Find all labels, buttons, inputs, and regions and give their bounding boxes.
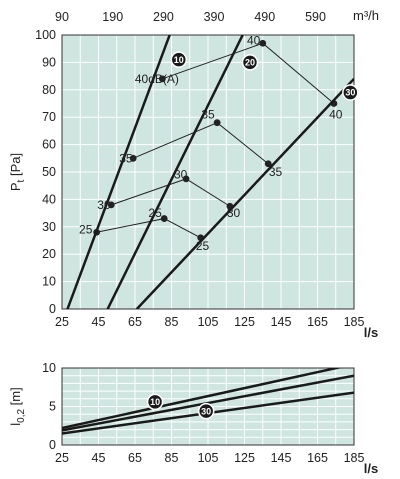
- series-badge: [146, 393, 164, 411]
- x-axis-label: l/s: [364, 325, 378, 340]
- y-axis-label-main: l: [8, 423, 23, 426]
- x-tick-label: 85: [165, 315, 179, 329]
- y-tick-label: 5: [49, 400, 56, 414]
- y-tick-label: 80: [42, 83, 56, 97]
- series-line: [62, 368, 343, 430]
- x2-tick-label: 590: [305, 10, 326, 24]
- sound-point: [160, 215, 168, 222]
- y-tick-label: 0: [49, 302, 56, 316]
- x-tick-label: 105: [198, 315, 219, 329]
- x-tick-label: 65: [128, 451, 142, 465]
- series-line: [66, 35, 171, 309]
- sound-label: 35: [201, 107, 215, 121]
- y-tick-label: 40: [42, 192, 56, 206]
- sound-label: 35: [119, 151, 133, 165]
- grid: [62, 35, 354, 309]
- x-tick-label: 25: [55, 451, 69, 465]
- y-tick-label: 60: [42, 138, 56, 152]
- y-axis-label-unit: [Pa]: [8, 153, 23, 180]
- y-axis-label: l0,2 [m]: [8, 387, 27, 425]
- x-tick-label: 185: [344, 451, 365, 465]
- y-tick-label: 10: [42, 361, 56, 375]
- x-tick-label: 165: [307, 451, 328, 465]
- sound-point: [107, 201, 115, 209]
- x2-axis-label: m³/h: [353, 8, 379, 23]
- pressure-chart: 25 45 65 85 105 125 145 165 18501020304050607080…: [8, 8, 379, 340]
- sound-label: 30: [227, 206, 241, 220]
- x2-tick-label: 390: [204, 10, 225, 24]
- y-tick-label: 70: [42, 110, 56, 124]
- series-badge-label: 10: [174, 55, 184, 65]
- series-line: [106, 35, 244, 309]
- sound-point: [182, 175, 190, 183]
- sound-label: 40: [329, 107, 343, 121]
- sound-label: 25: [148, 206, 162, 220]
- x-tick-label: 85: [165, 451, 179, 465]
- sound-label: 30: [97, 198, 111, 212]
- y-tick-label: 90: [42, 55, 56, 69]
- sound-label: 40: [247, 33, 261, 47]
- y-axis-label-main: P: [8, 182, 23, 191]
- sound-label: 35: [269, 165, 283, 179]
- y-axis-label-sub: t: [16, 179, 27, 182]
- x-tick-label: 45: [92, 451, 106, 465]
- x-tick-label: 125: [234, 315, 255, 329]
- plot-frame: [61, 34, 355, 310]
- x-tick-label: 25: [55, 315, 69, 329]
- x-tick-label: 125: [234, 451, 255, 465]
- x-tick-label: 105: [198, 451, 219, 465]
- y-axis-label-unit: [m]: [8, 387, 23, 409]
- x-axis-label: l/s: [364, 461, 378, 476]
- series-badge-label: 30: [345, 88, 355, 98]
- y-tick-label: 100: [35, 28, 56, 42]
- x-tick-label: 185: [344, 315, 365, 329]
- x-tick-label: 165: [307, 315, 328, 329]
- sound-point: [213, 119, 221, 127]
- series-badge: [342, 84, 359, 101]
- series-badge-label: 20: [245, 58, 255, 68]
- throw-chart: 25 45 65 85 105 125 145 165 185 0 5 10 l/s l0,2 [m] 10…: [8, 361, 378, 476]
- y-axis-label-sub: 0,2: [16, 409, 27, 423]
- sound-label: 25: [79, 223, 93, 237]
- x2-tick-label: 190: [102, 10, 123, 24]
- x-tick-label: 145: [271, 315, 292, 329]
- series-line: [62, 374, 354, 432]
- plot-frame: [61, 367, 355, 446]
- series-badge: [197, 402, 215, 420]
- sound-label: 30: [174, 168, 188, 182]
- x-tick-label: 45: [92, 315, 106, 329]
- series-badge: [241, 54, 259, 71]
- sound-point: [158, 75, 166, 83]
- y-tick-label: 50: [42, 165, 56, 179]
- y-tick-label: 0: [49, 438, 56, 452]
- y-tick-label: 30: [42, 220, 56, 234]
- sound-label: 25: [196, 239, 210, 253]
- series-line: [135, 77, 354, 309]
- x2-tick-label: 290: [153, 10, 174, 24]
- sound-point: [264, 160, 272, 168]
- x2-tick-label: 90: [55, 10, 69, 24]
- sound-point: [129, 154, 137, 162]
- y-axis-label: Pt [Pa]: [8, 153, 27, 191]
- y-tick-label: 20: [42, 247, 56, 261]
- sound-point: [259, 39, 267, 47]
- series-group: [66, 35, 354, 309]
- y-tick-label: 10: [42, 275, 56, 289]
- series-badge-label: 30: [201, 406, 211, 416]
- x-tick-label: 65: [128, 315, 142, 329]
- series-badge: [170, 51, 188, 68]
- series-badge-label: 10: [150, 397, 160, 407]
- sound-label: 40dB(A): [135, 72, 179, 86]
- x2-tick-label: 490: [254, 10, 275, 24]
- x-tick-label: 145: [271, 451, 292, 465]
